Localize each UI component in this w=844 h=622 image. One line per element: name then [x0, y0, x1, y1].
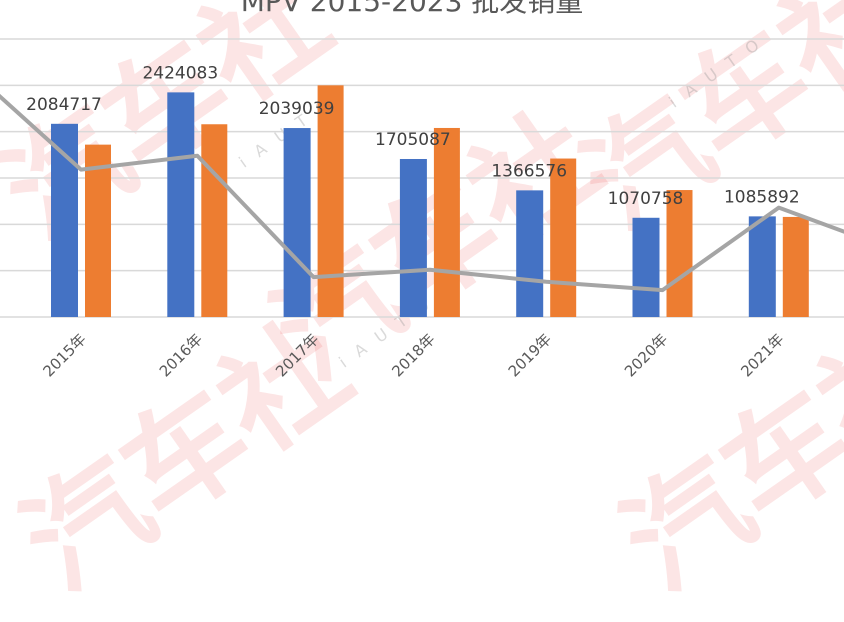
bar-series1 — [400, 159, 427, 317]
bar-series2 — [550, 159, 576, 317]
bar-series2 — [434, 128, 460, 317]
data-label: 1085892 — [724, 187, 800, 207]
bar-series1 — [284, 128, 311, 317]
x-tick-label: 2016年 — [156, 330, 206, 380]
bar-series1 — [633, 218, 660, 317]
data-label: 1366576 — [491, 161, 567, 181]
data-label: 2039039 — [259, 99, 335, 119]
data-label: 2424083 — [142, 63, 218, 83]
bar-series2 — [783, 217, 809, 317]
x-tick-label: 2019年 — [505, 330, 555, 380]
x-tick-label: 2017年 — [272, 330, 322, 380]
data-label: 1070758 — [608, 189, 684, 209]
chart-plot: 2084717 2015年 2424083 2016年 2039039 2017年 1705… — [0, 0, 844, 475]
bar-series2 — [318, 85, 344, 317]
data-label: 2084717 — [26, 95, 102, 115]
bar-series2 — [201, 124, 227, 317]
x-tick-label: 2020年 — [621, 330, 671, 380]
data-label: 1705087 — [375, 130, 451, 150]
bar-series1 — [749, 216, 776, 317]
bar-series1 — [516, 190, 543, 317]
x-tick-label: 2021年 — [737, 330, 787, 380]
x-tick-label: 2018年 — [388, 330, 438, 380]
bar-series2 — [667, 190, 693, 317]
bar-series1 — [167, 92, 194, 317]
x-tick-label: 2015年 — [39, 330, 89, 380]
